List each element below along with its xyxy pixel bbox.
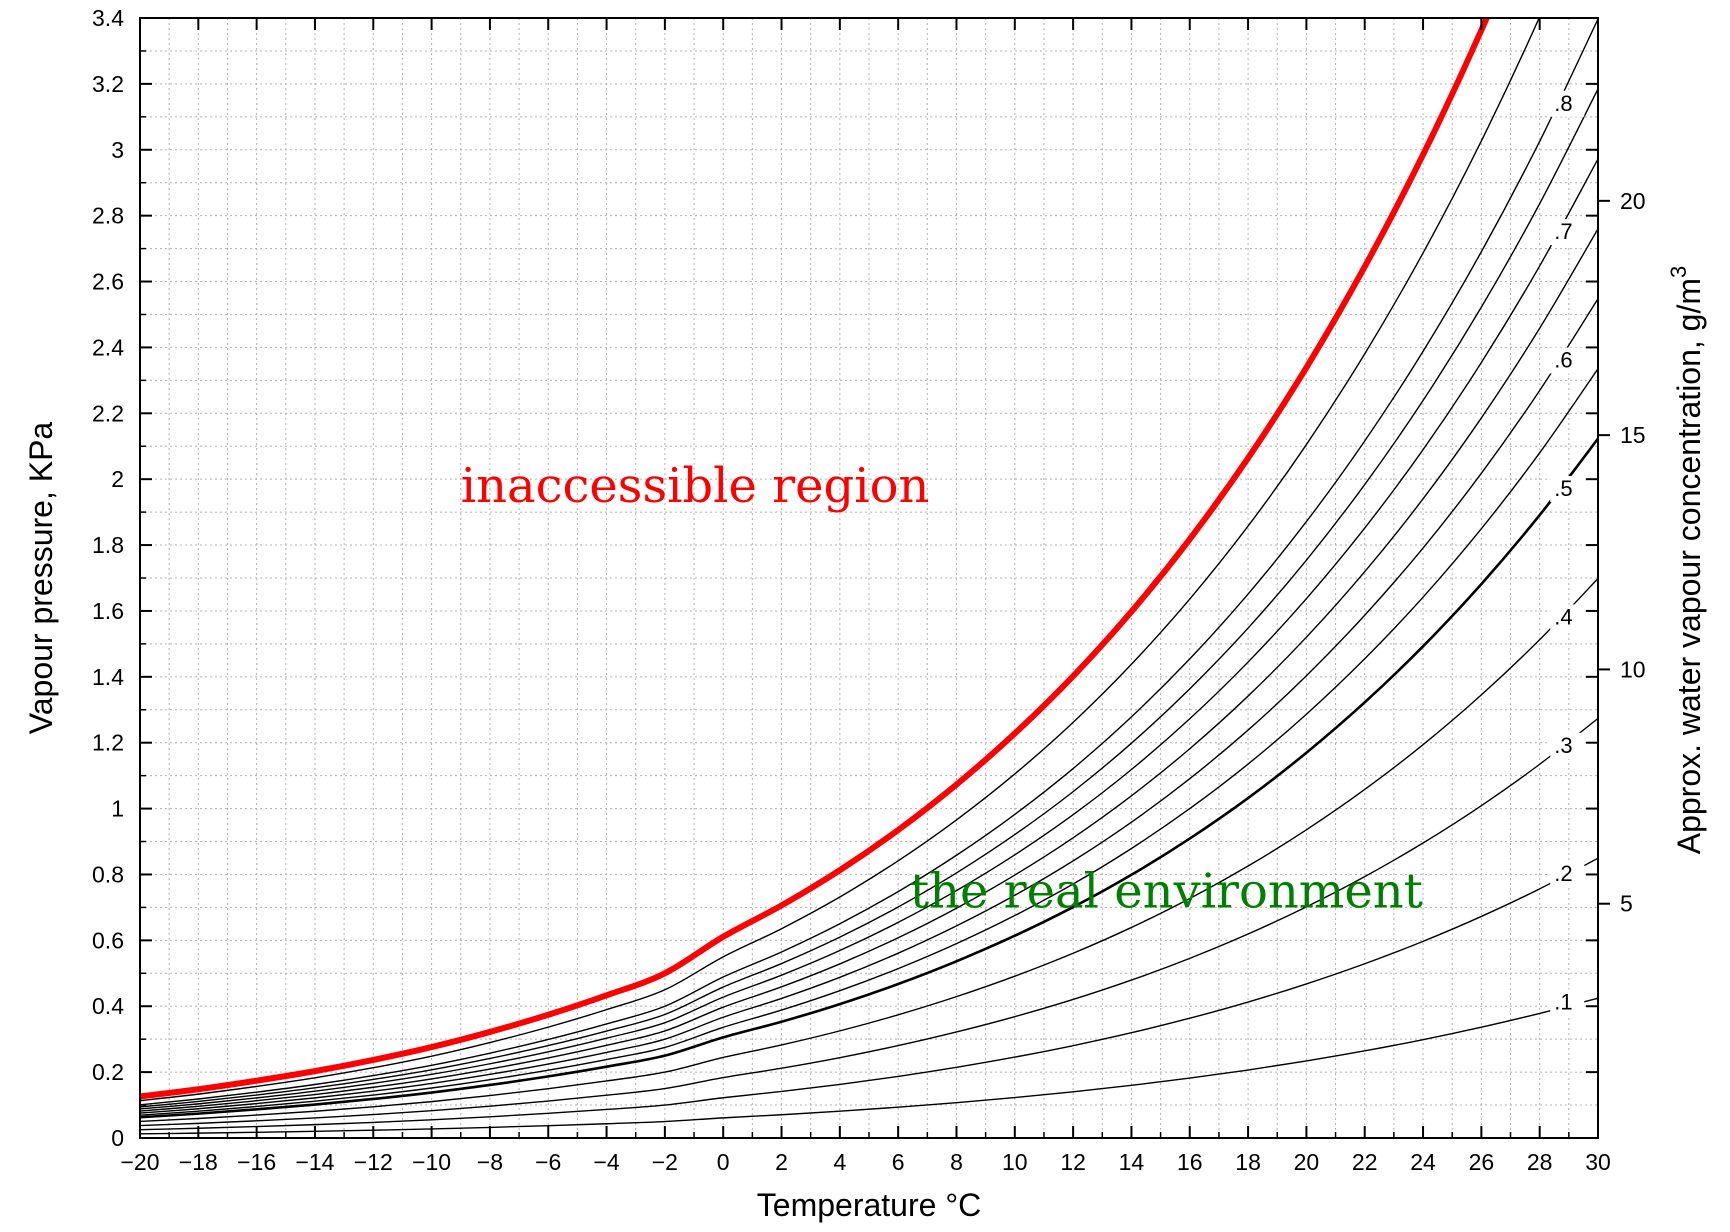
- rh-curve: [140, 298, 1598, 1114]
- rh-curve: [140, 717, 1598, 1127]
- rh-label-bg: [1550, 475, 1585, 502]
- x-axis-title: Temperature °C: [757, 1187, 981, 1223]
- saturation-curve: [140, 18, 1491, 1100]
- rh-curve: [140, 997, 1598, 1135]
- rh-label: .2: [1554, 861, 1572, 886]
- y-tick-label: 2.6: [92, 269, 124, 295]
- y-tick-label: 3.2: [92, 71, 124, 97]
- rh-curve: [140, 228, 1598, 1112]
- rh-curves: [140, 18, 1598, 1135]
- rh-curve: [140, 158, 1598, 1110]
- rh-label-bg: [1550, 347, 1585, 374]
- tick-labels: 00.20.40.60.811.21.41.61.822.22.42.62.83…: [92, 5, 1646, 1175]
- x-tick-label: 22: [1352, 1149, 1378, 1175]
- y2-tick-label: 20: [1620, 188, 1646, 214]
- x-tick-label: 6: [892, 1149, 905, 1175]
- x-tick-label: 12: [1060, 1149, 1086, 1175]
- rh-label-bg: [1550, 989, 1585, 1016]
- rh-curve: [140, 578, 1598, 1123]
- x-tick-label: 14: [1119, 1149, 1145, 1175]
- y-tick-label: 0.2: [92, 1059, 124, 1085]
- x-tick-label: 28: [1527, 1149, 1553, 1175]
- x-tick-label: −6: [535, 1149, 561, 1175]
- y-tick-label: 0.4: [92, 993, 124, 1019]
- rh-label: .7: [1554, 219, 1572, 244]
- x-tick-label: 4: [833, 1149, 846, 1175]
- rh-curve: [140, 18, 1598, 1106]
- y2-axis-title-sup: 3: [1666, 266, 1691, 278]
- y-tick-label: 1.6: [92, 598, 124, 624]
- x-tick-label: −14: [295, 1149, 334, 1175]
- y2-axis-title: Approx. water vapour concentration, g/m3: [1666, 266, 1707, 855]
- x-tick-label: 30: [1585, 1149, 1611, 1175]
- y-tick-label: 1: [111, 796, 124, 822]
- x-tick-label: −20: [120, 1149, 159, 1175]
- rh-label-bg: [1550, 219, 1585, 246]
- x-tick-label: −2: [652, 1149, 678, 1175]
- x-tick-label: 0: [717, 1149, 730, 1175]
- rh-label: .6: [1554, 348, 1572, 373]
- real-environment-label: the real environment: [910, 863, 1423, 919]
- y-tick-label: 1.4: [92, 664, 124, 690]
- x-tick-label: 18: [1235, 1149, 1261, 1175]
- x-tick-label: −10: [412, 1149, 451, 1175]
- rh-curve: [140, 857, 1598, 1131]
- x-tick-label: −4: [593, 1149, 619, 1175]
- y-tick-label: 3: [111, 137, 124, 163]
- x-tick-label: 16: [1177, 1149, 1203, 1175]
- x-tick-label: 26: [1469, 1149, 1495, 1175]
- rh-curve: [140, 368, 1598, 1116]
- rh-curve: [140, 18, 1540, 1102]
- inaccessible-region-label: inaccessible region: [461, 458, 930, 514]
- x-tick-label: 10: [1002, 1149, 1028, 1175]
- rh-label-bg: [1550, 90, 1585, 117]
- y-tick-label: 2.4: [92, 334, 124, 360]
- rh-label: .5: [1554, 476, 1572, 501]
- y-tick-label: 0.6: [92, 927, 124, 953]
- y2-tick-label: 15: [1620, 422, 1646, 448]
- x-tick-label: −18: [179, 1149, 218, 1175]
- y-tick-label: 1.8: [92, 532, 124, 558]
- y2-tick-label: 5: [1620, 891, 1633, 917]
- x-tick-label: 8: [950, 1149, 963, 1175]
- rh-label: .3: [1554, 733, 1572, 758]
- y-tick-label: 3.4: [92, 5, 124, 31]
- y-tick-label: 2: [111, 466, 124, 492]
- rh-label: .8: [1554, 91, 1572, 116]
- rh-curve: [140, 88, 1598, 1108]
- rh-label-bg: [1550, 861, 1585, 888]
- y-tick-label: 2.8: [92, 203, 124, 229]
- x-tick-label: −8: [477, 1149, 503, 1175]
- y-tick-label: 1.2: [92, 730, 124, 756]
- annotations: .8 .7 .6 .5 .4 .3 .2 .1 inaccessible region the r…: [461, 90, 1585, 1016]
- y-tick-label: 2.2: [92, 400, 124, 426]
- x-tick-label: 20: [1294, 1149, 1320, 1175]
- axis-ticks: [139, 17, 1610, 1139]
- grid: [140, 18, 1598, 1138]
- rh-label: .4: [1554, 604, 1572, 629]
- rh-label: .1: [1554, 990, 1572, 1015]
- x-tick-label: −12: [354, 1149, 393, 1175]
- x-tick-label: 24: [1410, 1149, 1436, 1175]
- x-tick-label: −16: [237, 1149, 276, 1175]
- rh-label-bg: [1550, 732, 1585, 759]
- x-tick-label: 2: [775, 1149, 788, 1175]
- y-tick-label: 0: [111, 1125, 124, 1151]
- y2-tick-label: 10: [1620, 656, 1646, 682]
- curve-group: [140, 18, 1598, 1135]
- rh-curve-bold: [140, 437, 1598, 1119]
- y2-axis-title-text: Approx. water vapour concentration, g/m: [1671, 278, 1707, 854]
- y-tick-label: 0.8: [92, 861, 124, 887]
- y-axis-title: Vapour pressure, KPa: [23, 422, 59, 735]
- rh-label-bg: [1550, 604, 1585, 631]
